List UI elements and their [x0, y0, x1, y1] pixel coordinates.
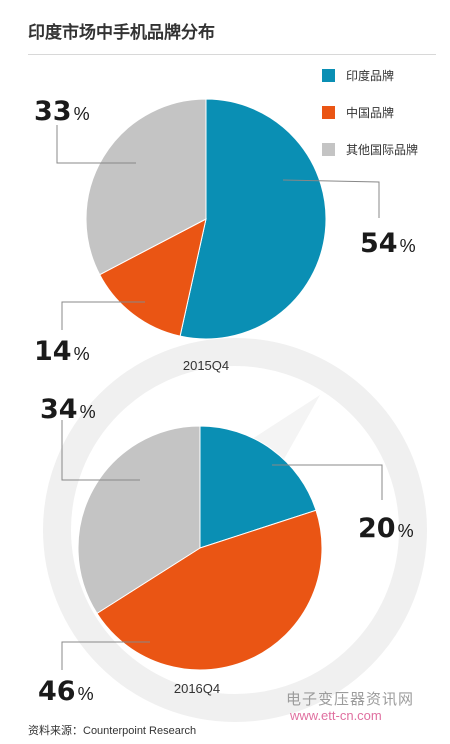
- percent-label-1-1: 46%: [38, 676, 94, 707]
- pie-2016q4: [77, 425, 323, 671]
- leader-line-2015-china: [61, 301, 145, 330]
- pie-slice-1-0: [199, 425, 317, 549]
- percent-label-1-0: 20%: [358, 513, 414, 544]
- legend-swatch-china: [322, 105, 335, 119]
- pie-2015q4-label: 2015Q4: [183, 358, 229, 373]
- leader-line-2016-china: [61, 641, 150, 670]
- legend-swatch-india: [322, 68, 335, 82]
- percent-label-1-2: 34%: [40, 394, 96, 425]
- leader-lines-2015: [56, 125, 380, 330]
- legend-label-india: 印度品牌: [346, 68, 395, 83]
- leader-line-2016-india: [272, 464, 383, 500]
- percent-label-0-1: 14%: [34, 336, 90, 367]
- chart-title: 印度市场中手机品牌分布: [28, 23, 215, 42]
- legend: 印度品牌 中国品牌 其他国际品牌: [322, 66, 418, 177]
- watermark-url: www.ett-cn.com: [290, 708, 382, 723]
- pie-2015q4: [85, 98, 327, 340]
- percent-label-0-0: 54%: [360, 228, 416, 259]
- source-note: 资料来源：Counterpoint Research: [28, 725, 197, 737]
- leader-line-2015-other: [56, 125, 136, 164]
- pie-slice-0-1: [99, 218, 207, 337]
- legend-label-china: 中国品牌: [346, 105, 395, 120]
- pie-slice-1-2: [77, 425, 201, 615]
- leader-line-2016-other: [61, 420, 140, 481]
- legend-item-india: 印度品牌: [322, 66, 418, 84]
- pie-slice-0-0: [179, 98, 327, 340]
- title-divider: [28, 54, 436, 55]
- percent-label-0-2: 33%: [34, 96, 90, 127]
- watermark-text: 电子变压器资讯网: [286, 691, 415, 708]
- pie-slice-1-1: [96, 509, 323, 671]
- percentage-labels: 54 % 14 % 33 % 20 % 46 % 34%: [34, 96, 416, 707]
- legend-item-china: 中国品牌: [322, 103, 418, 121]
- legend-label-other: 其他国际品牌: [346, 142, 419, 157]
- leader-lines-2016: [61, 420, 383, 670]
- leader-line-2015-india: [282, 179, 380, 218]
- pie-2016q4-label: 2016Q4: [174, 681, 220, 696]
- legend-item-other: 其他国际品牌: [322, 140, 418, 158]
- legend-swatch-other: [322, 142, 335, 156]
- pie-slice-0-2: [85, 98, 207, 276]
